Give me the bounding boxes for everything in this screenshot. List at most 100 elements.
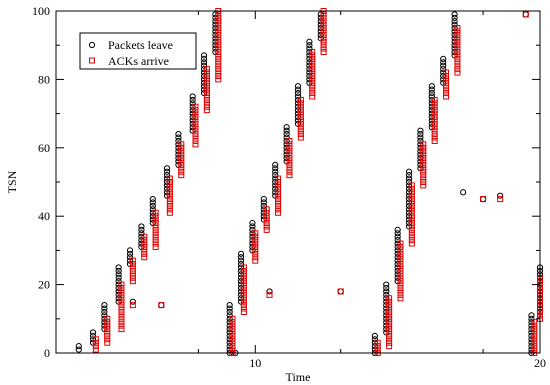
ack-arrive-marker [118, 315, 125, 322]
packet-leave-marker [417, 127, 424, 134]
ack-arrive-marker [240, 264, 247, 271]
ack-arrive-marker [286, 161, 293, 168]
ack-arrive-marker [178, 172, 185, 179]
ack-arrive-marker [215, 49, 222, 56]
ack-arrive-marker [297, 134, 304, 141]
packet-leave-marker [428, 86, 435, 93]
ack-arrive-marker [408, 237, 415, 244]
ack-arrive-marker [531, 332, 538, 339]
ack-arrive-marker [166, 209, 173, 216]
ack-arrive-marker [431, 107, 438, 114]
ack-arrive-marker [386, 319, 393, 326]
ack-arrive-marker [320, 21, 327, 28]
ack-arrive-marker [286, 144, 293, 151]
ack-arrive-marker [397, 267, 404, 274]
packet-leave-marker [75, 346, 82, 353]
ack-arrive-marker [309, 86, 316, 93]
ack-arrive-marker [178, 151, 185, 158]
ack-arrive-marker [531, 343, 538, 350]
packet-leave-marker [451, 11, 458, 18]
ack-arrive-marker [420, 151, 427, 158]
packet-leave-marker [226, 305, 233, 312]
packet-leave-marker [89, 329, 97, 336]
ack-arrive-marker [286, 158, 293, 165]
packet-leave-marker [249, 219, 256, 227]
ack-arrive-marker [397, 274, 404, 281]
ack-arrive-marker [141, 243, 148, 250]
ack-arrive-marker [240, 271, 247, 278]
ack-arrive-marker [386, 322, 393, 329]
ack-arrive-marker [454, 52, 461, 59]
ack-arrive-marker [297, 124, 304, 131]
ack-arrive-marker [397, 264, 404, 271]
packet-leave-marker [101, 305, 108, 312]
ack-arrive-marker [178, 141, 185, 148]
packet-leave-marker [283, 124, 290, 131]
ack-arrive-marker [275, 182, 282, 189]
packet-leave-marker [163, 165, 171, 172]
ack-arrive-marker [118, 288, 125, 295]
ack-arrive-marker [297, 131, 304, 138]
ack-arrive-marker [397, 271, 404, 278]
packet-leave-marker [306, 42, 313, 49]
packet-leave-marker [129, 298, 136, 305]
packet-leave-marker [237, 254, 245, 261]
ack-arrive-marker [263, 209, 270, 216]
x-axis-label: Time [286, 370, 311, 384]
ack-arrive-marker [397, 257, 404, 264]
ack-arrive-marker [252, 250, 259, 257]
packet-leave-marker [237, 257, 245, 264]
ack-arrive-marker [240, 274, 247, 281]
ack-arrive-marker [104, 319, 111, 326]
packet-leave-marker [158, 302, 165, 309]
packet-leave-marker [115, 274, 122, 281]
ack-arrive-marker [229, 322, 236, 329]
ack-arrive-marker [263, 213, 270, 220]
ack-arrive-marker [431, 134, 438, 141]
packet-leave-marker [283, 127, 290, 134]
packet-leave-marker [149, 202, 156, 210]
ack-arrive-marker [152, 213, 159, 220]
ack-arrive-marker [386, 312, 393, 319]
ack-arrive-marker [397, 288, 404, 295]
ack-arrive-marker [286, 155, 293, 162]
ack-arrive-marker [408, 199, 415, 206]
ack-arrive-marker [215, 69, 222, 76]
ack-arrive-marker [215, 59, 222, 66]
ack-arrive-marker [408, 213, 415, 220]
ack-arrive-marker [286, 172, 293, 179]
ack-arrive-marker [192, 141, 199, 148]
packet-leave-marker [383, 281, 390, 288]
ack-arrive-marker [275, 192, 282, 199]
ack-arrive-marker [386, 315, 393, 322]
ack-arrive-marker [215, 66, 222, 73]
ack-arrive-marker [104, 315, 111, 322]
ack-arrive-marker [309, 59, 316, 66]
ack-arrive-marker [192, 117, 199, 124]
ack-arrive-marker [92, 339, 99, 346]
ack-arrive-marker [286, 151, 293, 158]
ack-arrive-marker [531, 326, 538, 333]
ack-arrive-marker [386, 336, 393, 343]
ack-arrive-marker [309, 93, 316, 100]
ack-arrive-marker [229, 315, 236, 322]
packet-leave-marker [189, 96, 196, 104]
ack-arrive-marker [215, 31, 222, 38]
ack-arrive-marker [215, 25, 222, 32]
ack-arrive-marker [263, 206, 270, 213]
legend-entry-packets-leave: Packets leave [108, 38, 173, 52]
packet-leave-marker [451, 14, 458, 21]
ack-arrive-marker [320, 38, 327, 45]
ack-arrive-marker [129, 302, 136, 309]
ack-arrive-marker [229, 343, 236, 350]
packet-leave-marker [460, 189, 467, 196]
ack-arrive-marker [420, 161, 427, 168]
ack-arrive-marker [408, 189, 415, 196]
ack-arrive-marker [203, 86, 210, 93]
ack-arrive-marker [275, 196, 282, 203]
packet-leave-marker [126, 250, 134, 257]
ack-arrive-marker [229, 319, 236, 326]
ack-arrive-marker [215, 76, 222, 83]
ack-arrive-marker [215, 11, 222, 18]
